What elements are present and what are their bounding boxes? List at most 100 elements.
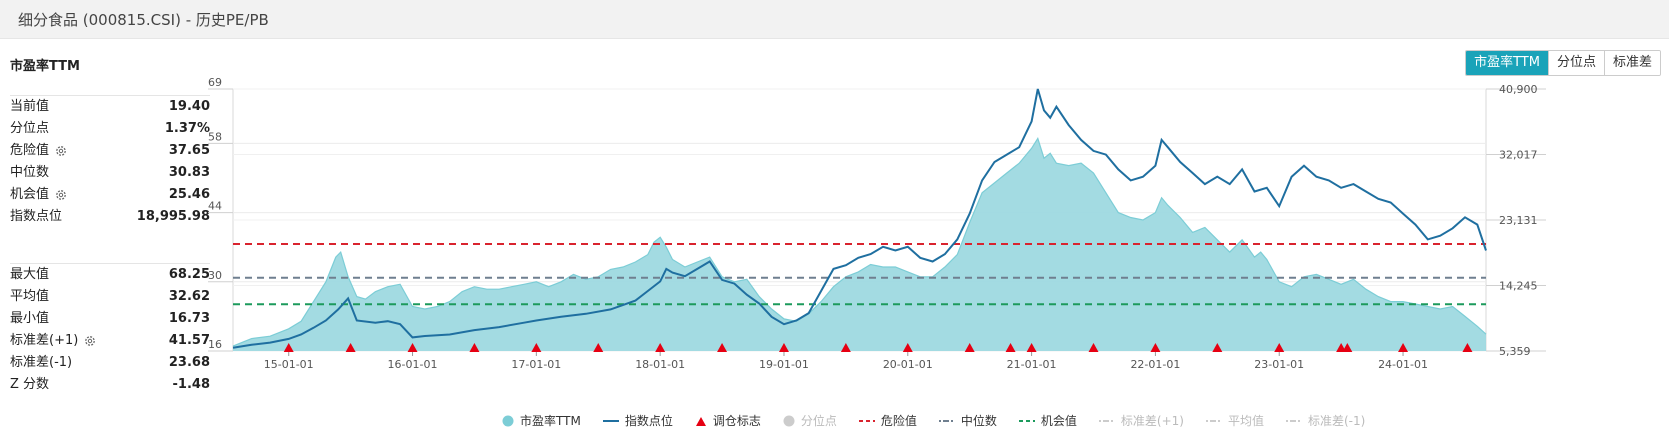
legend-std-plus[interactable]: 标准差(+1) [1098,412,1184,429]
stat-label: 最大值 [10,264,49,286]
x-axis-tick-label: 20-01-01 [883,358,933,371]
stat-label: 当前值 [10,96,49,118]
stat-label-text: Z 分数 [10,377,50,392]
x-axis-tick-label: 18-01-01 [635,358,685,371]
legend-std-minus[interactable]: 标准差(-1) [1285,412,1366,429]
stat-value: 41.57 [168,333,210,348]
legend-index-points[interactable]: 指数点位 [602,412,673,429]
danger-legend-icon [858,415,881,427]
stat-value: 68.25 [168,267,210,282]
legend-median[interactable]: 中位数 [938,412,997,429]
toggle-option-2[interactable]: 标准差 [1603,51,1660,75]
rebalance-marker [778,343,789,352]
pe-area [233,138,1486,351]
toggle-option-0[interactable]: 市盈率TTM [1466,51,1548,75]
index-points-legend-icon [602,415,625,427]
std-minus-legend-icon [1285,415,1308,427]
stat-row: 分位点 1.37% [10,118,210,140]
stat-label: 标准差(+1) [10,330,96,352]
rebalance-marker [1005,343,1016,352]
stat-value: 18,995.98 [136,209,210,224]
stat-label-text: 标准差(+1) [10,333,79,348]
legend-percentile[interactable]: 分位点 [783,412,837,429]
stat-row: 中位数 30.83 [10,162,210,184]
stat-row: 当前值 19.40 [10,96,210,118]
stat-row: 标准差(-1) 23.68 [10,352,210,374]
stat-value: 25.46 [168,187,210,202]
stat-value: -1.48 [172,377,210,392]
left-axis-tick-label: 44 [208,200,222,213]
rebalance-marker-legend-icon [695,415,713,427]
stat-label-text: 最小值 [10,311,50,326]
stat-value: 16.73 [168,311,210,326]
stat-label-text: 指数点位 [10,209,63,224]
legend-label: 机会值 [1040,414,1077,428]
right-axis-tick-label: 40,900 [1499,83,1538,96]
stat-label-text: 标准差(-1) [10,355,73,370]
x-axis-tick-label: 15-01-01 [264,358,314,371]
rebalance-marker [1398,343,1409,352]
rebalance-marker [655,343,666,352]
x-axis-tick-label: 19-01-01 [759,358,809,371]
rebalance-marker [1150,343,1161,352]
stat-row: 指数点位 18,995.98 [10,206,210,228]
x-axis-tick-label: 23-01-01 [1254,358,1304,371]
percentile-legend-icon [783,415,801,427]
stat-label-text: 平均值 [10,289,50,304]
left-axis-tick-label: 30 [208,269,222,282]
legend-label: 标准差(-1) [1307,414,1366,428]
stat-label-text: 危险值 [10,143,50,158]
gear-icon[interactable] [49,189,67,201]
rebalance-marker [1462,343,1473,352]
stat-row: 机会值 25.46 [10,184,210,206]
rebalance-marker [902,343,913,352]
stat-label: Z 分数 [10,374,49,396]
gear-icon[interactable] [49,145,67,157]
page-title: 细分食品 (000815.CSI) - 历史PE/PB [18,11,269,29]
rebalance-marker [531,343,542,352]
stat-label: 平均值 [10,286,49,308]
legend-label: 标准差(+1) [1120,414,1184,428]
rebalance-marker [283,343,294,352]
toggle-option-1[interactable]: 分位点 [1547,51,1604,75]
left-axis-tick-label: 16 [208,338,222,351]
legend-label: 市盈率TTM [520,414,581,428]
rebalance-marker [593,343,604,352]
stat-row: 标准差(+1) 41.57 [10,330,210,352]
right-axis-tick-label: 14,245 [1499,279,1538,292]
stat-row: 最小值 16.73 [10,308,210,330]
x-axis-tick-label: 17-01-01 [511,358,561,371]
x-axis-tick-label: 16-01-01 [388,358,438,371]
right-axis-tick-label: 32,017 [1499,148,1538,161]
x-axis-tick-label: 21-01-01 [1007,358,1057,371]
legend-opportunity[interactable]: 机会值 [1018,412,1077,429]
rebalance-marker [1342,343,1353,352]
stat-label: 机会值 [10,184,67,206]
header-bar: 细分食品 (000815.CSI) - 历史PE/PB [0,0,1669,39]
legend-pe-ttm[interactable]: 市盈率TTM [502,412,581,429]
metric-toggle[interactable]: 市盈率TTM 分位点 标准差 [1465,50,1661,76]
left-axis-tick-label: 69 [208,76,222,89]
rebalance-marker [717,343,728,352]
stat-value: 32.62 [168,289,210,304]
stat-label: 指数点位 [10,206,62,228]
rebalance-marker [1274,343,1285,352]
median-legend-icon [938,415,961,427]
stat-value: 19.40 [168,99,210,114]
rebalance-marker [964,343,975,352]
stat-label: 危险值 [10,140,67,162]
stat-row: 危险值 37.65 [10,140,210,162]
stat-value: 37.65 [168,143,210,158]
gear-icon[interactable] [78,335,96,347]
mean-legend-icon [1205,415,1228,427]
legend-rebalance-marker[interactable]: 调仓标志 [695,412,761,429]
legend-label: 调仓标志 [712,414,761,428]
std-plus-legend-icon [1098,415,1121,427]
legend-label: 分位点 [800,414,837,428]
stat-row: Z 分数 -1.48 [10,374,210,396]
stat-value: 23.68 [168,355,210,370]
legend-mean[interactable]: 平均值 [1205,412,1264,429]
legend-danger[interactable]: 危险值 [858,412,917,429]
rebalance-marker [345,343,356,352]
